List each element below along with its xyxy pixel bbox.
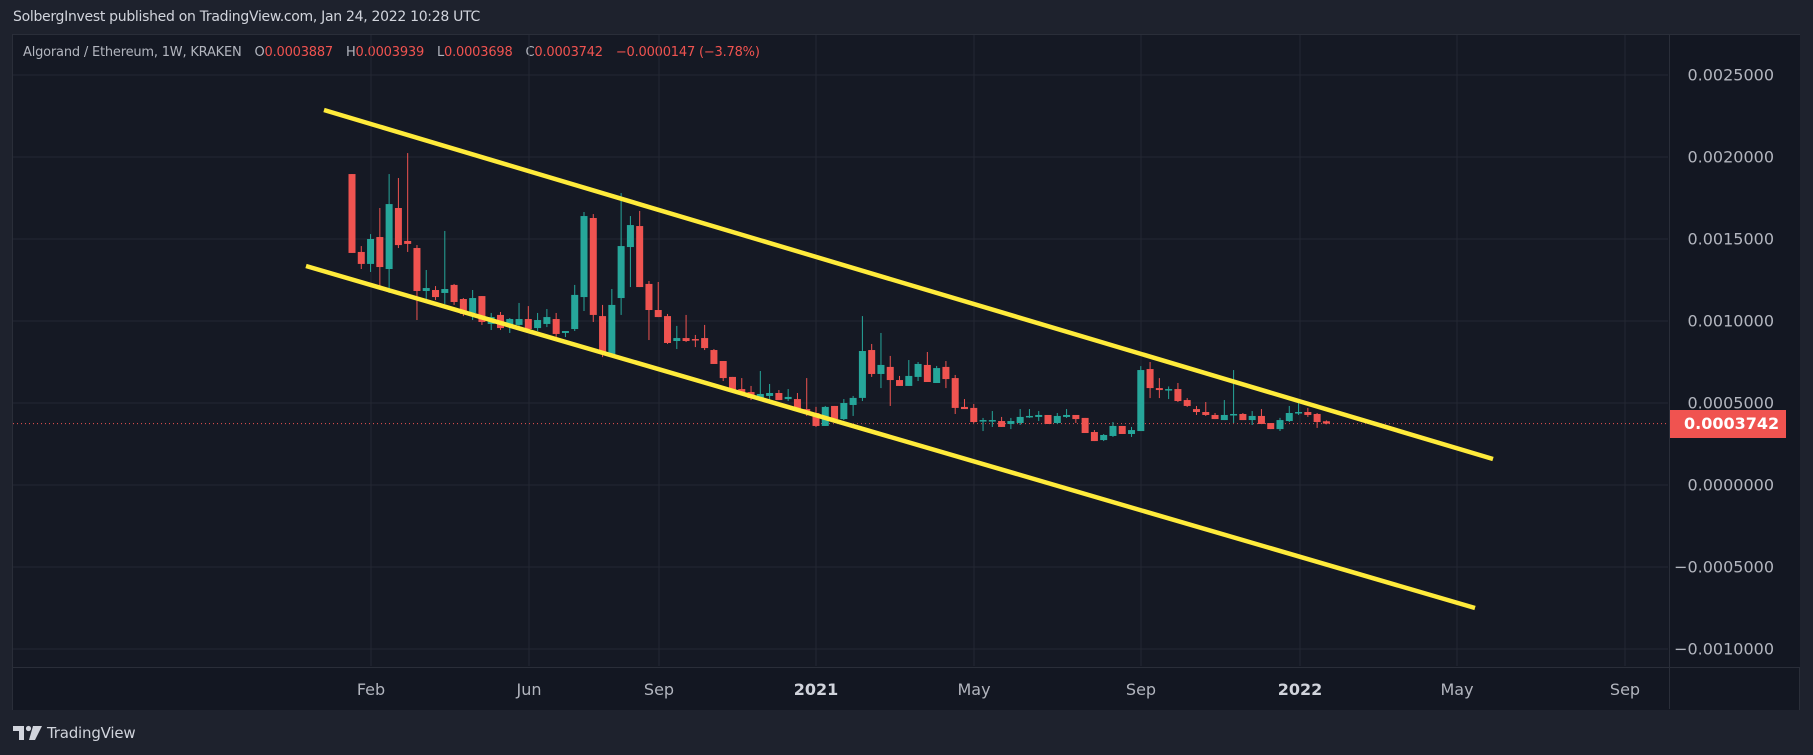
time-tick-label: May: [1440, 680, 1474, 699]
high-value: 0.0003939: [355, 45, 425, 60]
price-tick-label: −0.0005000: [1674, 557, 1774, 577]
low-label: L: [436, 45, 445, 60]
price-tick-label: 0.0000000: [1687, 475, 1774, 495]
time-tick-label: Sep: [643, 680, 675, 699]
footer: TradingView: [13, 724, 136, 742]
price-tick-label: 0.0025000: [1687, 65, 1774, 85]
last-price-label: 0.0003742: [1670, 409, 1786, 438]
publish-line: SolbergInvest published on TradingView.c…: [13, 9, 480, 25]
high-label: H: [345, 45, 356, 60]
price-tick-label: 0.0010000: [1687, 311, 1774, 331]
tradingview-brand: TradingView: [47, 724, 136, 742]
tradingview-logo-icon: [13, 725, 42, 740]
time-tick-label: 2021: [793, 680, 839, 699]
price-tick-label: 0.0015000: [1687, 229, 1774, 249]
price-tick-label: 0.0005000: [1687, 393, 1774, 413]
axis-corner: [1669, 667, 1799, 709]
time-tick-label: 2022: [1277, 680, 1323, 699]
time-axis[interactable]: Feb Jun Sep 2021 May Sep 2022 May Sep: [13, 667, 1799, 710]
time-tick-label: Sep: [1125, 680, 1157, 699]
time-tick-label: Jun: [516, 680, 542, 699]
low-value: 0.0003698: [444, 45, 513, 60]
time-tick-label: May: [957, 680, 991, 699]
chart-pane[interactable]: Algorand / Ethereum, 1W, KRAKEN O0.00038…: [12, 34, 1800, 710]
close-value: 0.0003742: [534, 45, 603, 60]
price-tick-label: 0.0020000: [1687, 147, 1774, 167]
time-tick-label: Sep: [1609, 680, 1641, 699]
open-label: O: [254, 45, 265, 60]
price-axis[interactable]: 0.0003742 0.0025000 0.0020000 0.0015000 0.0…: [1669, 35, 1800, 667]
price-tick-label: −0.0010000: [1674, 639, 1774, 659]
change-value: −0.0000147 (−3.78%): [615, 45, 760, 60]
open-value: 0.0003887: [264, 45, 334, 60]
symbol-title[interactable]: Algorand / Ethereum, 1W, KRAKEN: [23, 45, 242, 60]
close-label: C: [525, 45, 535, 60]
symbol-legend: Algorand / Ethereum, 1W, KRAKEN O0.00038…: [23, 45, 760, 60]
time-tick-label: Feb: [356, 680, 386, 699]
